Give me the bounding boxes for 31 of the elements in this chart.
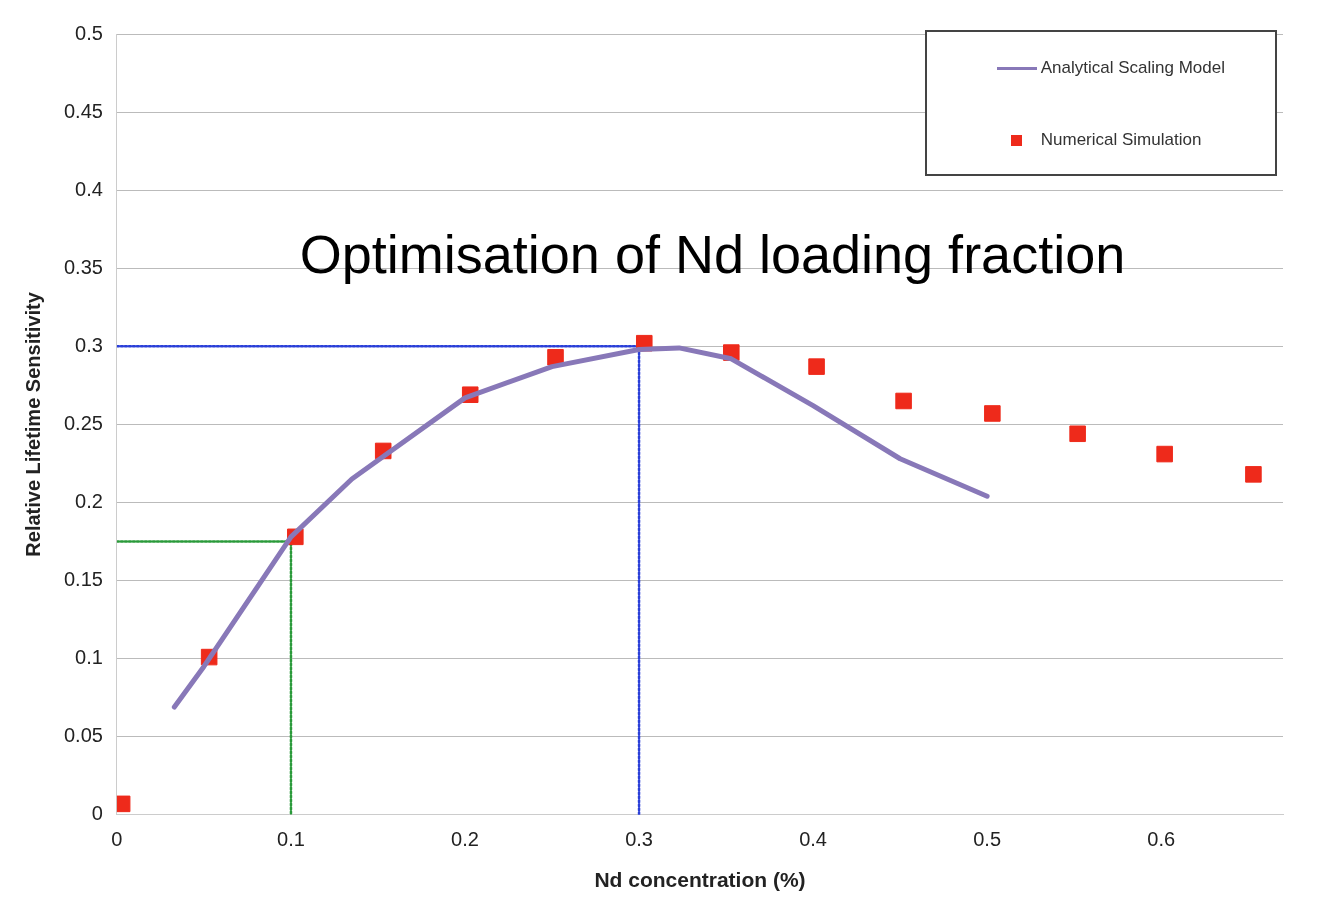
point bbox=[1245, 466, 1262, 483]
y-tick-label: 0.25 bbox=[63, 411, 103, 434]
point bbox=[116, 795, 131, 813]
y-tick-label: 0.45 bbox=[63, 99, 103, 122]
x-axis-title: Nd concentration (%) bbox=[594, 868, 806, 892]
y-tick-label: 0.1 bbox=[75, 646, 103, 669]
x-tick-label: 0.4 bbox=[799, 828, 827, 851]
text: Optimisation of Nd loading fraction bbox=[298, 223, 1127, 285]
point bbox=[1156, 445, 1173, 463]
y-tick-label: 0.35 bbox=[63, 255, 103, 278]
point bbox=[547, 348, 564, 366]
y-tick-label: 0.2 bbox=[75, 490, 103, 512]
x-tick-label: 0.5 bbox=[973, 828, 1002, 851]
y-tick-label: 0.5 bbox=[75, 21, 103, 44]
y-tick-label: 0.3 bbox=[75, 333, 103, 356]
x-tick-label: 0.6 bbox=[1147, 828, 1176, 851]
y-axis-title: Relative Lifetime Sensitivity bbox=[21, 291, 44, 557]
y-tick-label: 0 bbox=[91, 802, 103, 825]
x-tick-label: 0.2 bbox=[451, 828, 479, 851]
legend-label: Numerical Simulation bbox=[1040, 130, 1202, 150]
point bbox=[984, 405, 1001, 422]
x-tick-label: 0.1 bbox=[277, 828, 305, 851]
point bbox=[1069, 425, 1086, 443]
point bbox=[808, 358, 825, 375]
y-tick-label: 0.4 bbox=[75, 177, 103, 200]
y-tick-label: 0.15 bbox=[63, 568, 103, 591]
legend-label: Analytical Scaling Model bbox=[1040, 58, 1225, 78]
x-tick-label: 0 bbox=[111, 828, 123, 851]
point bbox=[895, 392, 912, 410]
x-tick-label: 0.3 bbox=[625, 828, 653, 851]
y-tick-label: 0.05 bbox=[63, 724, 103, 747]
